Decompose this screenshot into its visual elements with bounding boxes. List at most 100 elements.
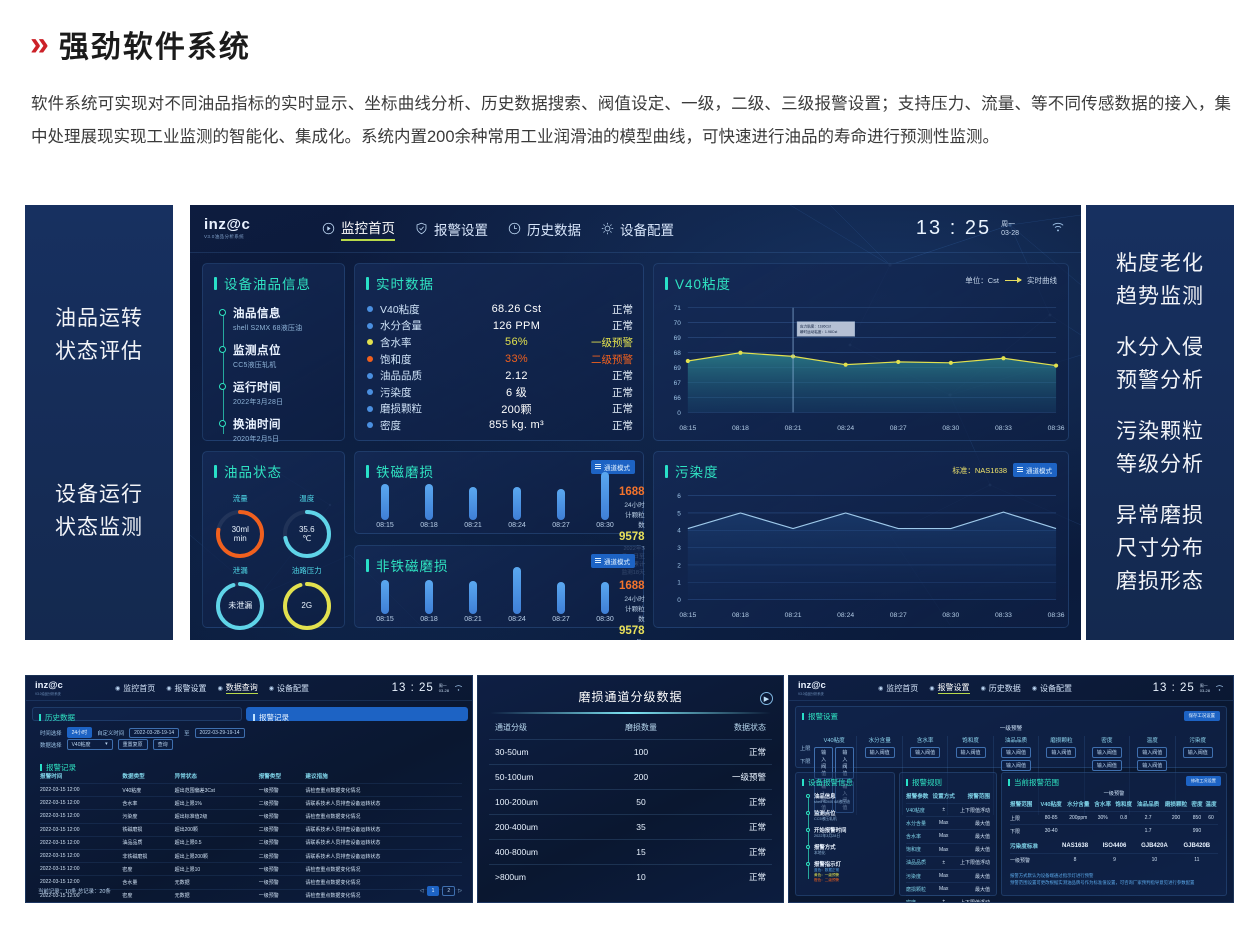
timeline-dot-icon xyxy=(219,420,226,427)
wifi-icon[interactable] xyxy=(1051,221,1065,236)
card-title-text: 油品状态 xyxy=(224,465,282,480)
metric-status: 二级预警 xyxy=(591,353,633,366)
nav-item-报警设置[interactable]: ◉ 报警设置 xyxy=(166,682,206,694)
settings-panel-title: 报警设置 xyxy=(802,711,1226,722)
upper-threshold-input[interactable]: 输入阀值 xyxy=(814,747,834,779)
wear-bar-item: 08:27 xyxy=(547,582,575,623)
page-2-button[interactable]: 2 xyxy=(442,886,456,896)
badge-label: 通道模式 xyxy=(604,559,630,566)
date-to-input[interactable]: 2022-03-29-19-14 xyxy=(194,727,245,738)
badge-label: 通道模式 xyxy=(604,465,630,472)
wifi-icon[interactable] xyxy=(454,679,463,697)
cell-range: 上下限值浮动 xyxy=(956,855,990,870)
nav-item-设备配置[interactable]: ◉ 设备配置 xyxy=(269,682,309,694)
wear-bar xyxy=(513,487,521,520)
nav-item-icon: ◉ xyxy=(217,685,223,692)
reset-button[interactable]: 重置复原 xyxy=(117,739,148,750)
lower-row: 输入阀值 xyxy=(1087,760,1127,771)
upper-row: 输入阀值 xyxy=(1087,747,1127,758)
prev-page-icon[interactable]: ◁ xyxy=(419,888,424,894)
lower-row: 输入阀值 xyxy=(1132,760,1172,771)
title-accent-bar xyxy=(366,558,369,572)
next-page-icon[interactable]: ▷ xyxy=(458,888,462,894)
lower-threshold-input[interactable]: 输入阀值 xyxy=(1091,760,1122,771)
cell-value xyxy=(1203,824,1218,838)
cell-type: 密度 xyxy=(122,888,175,902)
screenshot-alarm-settings: inz@c V3.0油品分析系统 ◉ 监控首页 ◉ 报警设置 ◉ 历史数据 ◉ 设备配置 13… xyxy=(788,675,1234,903)
shot3-alarm-settings-panel: 报警设置 保存工况设置 一级预警 上限 下限 V40粘度输入阀值输入阀值输入阀值… xyxy=(795,706,1227,815)
cell-abnormal: 超出200颗 xyxy=(174,822,259,837)
upper-threshold-input[interactable]: 输入阀值 xyxy=(910,747,941,758)
nav-item-label: 报警设置 xyxy=(174,683,207,693)
shot1-tab-history[interactable]: 历史数据 xyxy=(32,707,242,722)
standard-name: GJB420B xyxy=(1183,843,1211,850)
data-type-select[interactable]: V40粘度 ▾ xyxy=(66,739,113,750)
wifi-icon[interactable] xyxy=(1215,679,1224,697)
nav-item-label: 历史数据 xyxy=(988,683,1021,693)
realtime-row: 饱和度 33% 二级预警 xyxy=(367,351,633,368)
upper-threshold-input[interactable]: 输入阀值 xyxy=(1000,747,1031,758)
date-from-input[interactable]: 2022-03-28-19-14 xyxy=(129,727,180,738)
side-panel-left: 油品运转 状态评估 设备运行 状态监测 xyxy=(25,205,173,640)
nav-item-设备配置[interactable]: ◉ 设备配置 xyxy=(1032,682,1072,694)
channel-mode-badge[interactable]: 通道模式 xyxy=(591,554,635,568)
upper-threshold-input[interactable]: 输入阀值 xyxy=(1091,747,1122,758)
edit-settings-button[interactable]: 修改工况设置 xyxy=(1185,776,1221,786)
note-line-1: 报警方式默认为设备端通过指示灯进行预警 xyxy=(1010,872,1094,878)
upper-threshold-input[interactable]: 输入阀值 xyxy=(955,747,986,758)
status-dot-icon xyxy=(367,322,373,329)
page-1-button[interactable]: 1 xyxy=(426,886,440,896)
cell-range: 最大值 xyxy=(956,842,990,857)
upper-row: 输入阀值 xyxy=(1041,747,1081,758)
nav-item-monitor-home[interactable]: 监控首页 xyxy=(322,217,395,241)
cell-label: 一级预警 xyxy=(1010,853,1055,867)
cell-level: 一级预警 xyxy=(258,782,306,797)
shot1-tab-alarm-records[interactable]: 报警记录 xyxy=(246,707,468,722)
timeline-label: 换油时间 xyxy=(233,419,281,431)
side-left-1-line1: 油品运转 xyxy=(55,306,143,330)
cell-count: 50 xyxy=(603,789,679,815)
device-info-value: CC5液压轧机 xyxy=(814,817,837,821)
logo-subtitle: V3.0油品分析系统 xyxy=(35,691,61,696)
time-range-chip[interactable]: 24小时 xyxy=(66,727,93,738)
column-header: 磨损数量 xyxy=(625,723,658,732)
standard-name: ISO4406 xyxy=(1102,843,1127,850)
cell-range: 400-800um xyxy=(489,839,604,865)
expand-circle-icon[interactable]: ▶ xyxy=(760,692,773,705)
channel-mode-badge[interactable]: 通道模式 xyxy=(1013,463,1057,477)
upper-threshold-input[interactable]: 输入阀值 xyxy=(864,747,895,758)
column-header: 磨损颗粒 xyxy=(1164,802,1188,808)
nav-item-device-config[interactable]: 设备配置 xyxy=(601,219,674,239)
cell-count: 200 xyxy=(603,764,679,790)
side-right-group-4: 异常磨损 尺寸分布 磨损形态 xyxy=(1116,499,1204,598)
table-row: 污染度 Max 最大值 xyxy=(906,868,990,883)
nav-item-报警设置[interactable]: ◉ 报警设置 xyxy=(929,682,970,694)
metric-value: 6 级 xyxy=(505,387,528,400)
upper-limit-label: 上限 xyxy=(800,746,811,752)
lower-threshold-input[interactable]: 输入阀值 xyxy=(1000,760,1031,771)
shot3-nav-right: 13 : 25 周一 03-28 xyxy=(1153,679,1224,697)
nav-item-监控首页[interactable]: ◉ 监控首页 xyxy=(878,682,918,694)
cell-type: 含水率 xyxy=(122,796,175,810)
nav-item-alarm-settings[interactable]: 报警设置 xyxy=(415,219,488,239)
table-row: 2022-03-15 12:00 含水率 超出上限1% 二级预警 请联系技术人员排查设备… xyxy=(40,796,462,810)
lower-threshold-input[interactable]: 输入阀值 xyxy=(1137,760,1168,771)
table-row: 2022-03-15 12:00 铁磁磨损 超出200颗 二级预警 请联系技术人员排查设… xyxy=(40,822,462,837)
nav-item-history-data[interactable]: 历史数据 xyxy=(508,219,581,239)
search-button[interactable]: 查询 xyxy=(152,739,173,750)
upper-threshold-input[interactable]: 输入阀值 xyxy=(1137,747,1168,758)
nav-item-数据查询[interactable]: ◉ 数据查询 xyxy=(218,682,258,694)
channel-mode-badge[interactable]: 通道模式 xyxy=(591,460,635,474)
nav-label-device-config: 设备配置 xyxy=(620,222,674,238)
fe-wear-body: 08:15 08:18 08:21 08:24 08:27 08:30 1688 24小时… xyxy=(365,472,645,576)
upper-threshold-input[interactable]: 输入阀值 xyxy=(1182,747,1213,758)
save-settings-button[interactable]: 保存工况设置 xyxy=(1183,711,1220,721)
device-info-item: 报警指示灯 蓝色：数据正常 黄色：一级预警 橙色：二级预警 xyxy=(806,860,894,883)
cell-param: 饱和度 xyxy=(906,842,932,857)
nav-item-监控首页[interactable]: ◉ 监控首页 xyxy=(115,682,155,694)
nav-item-历史数据[interactable]: ◉ 历史数据 xyxy=(981,682,1021,694)
cell-label: 上限 xyxy=(1010,810,1038,825)
upper-threshold-input[interactable]: 输入阀值 xyxy=(1046,747,1077,758)
wear-bar-label: 08:21 xyxy=(464,522,482,529)
panel-title-text: 报警规则 xyxy=(912,778,942,787)
